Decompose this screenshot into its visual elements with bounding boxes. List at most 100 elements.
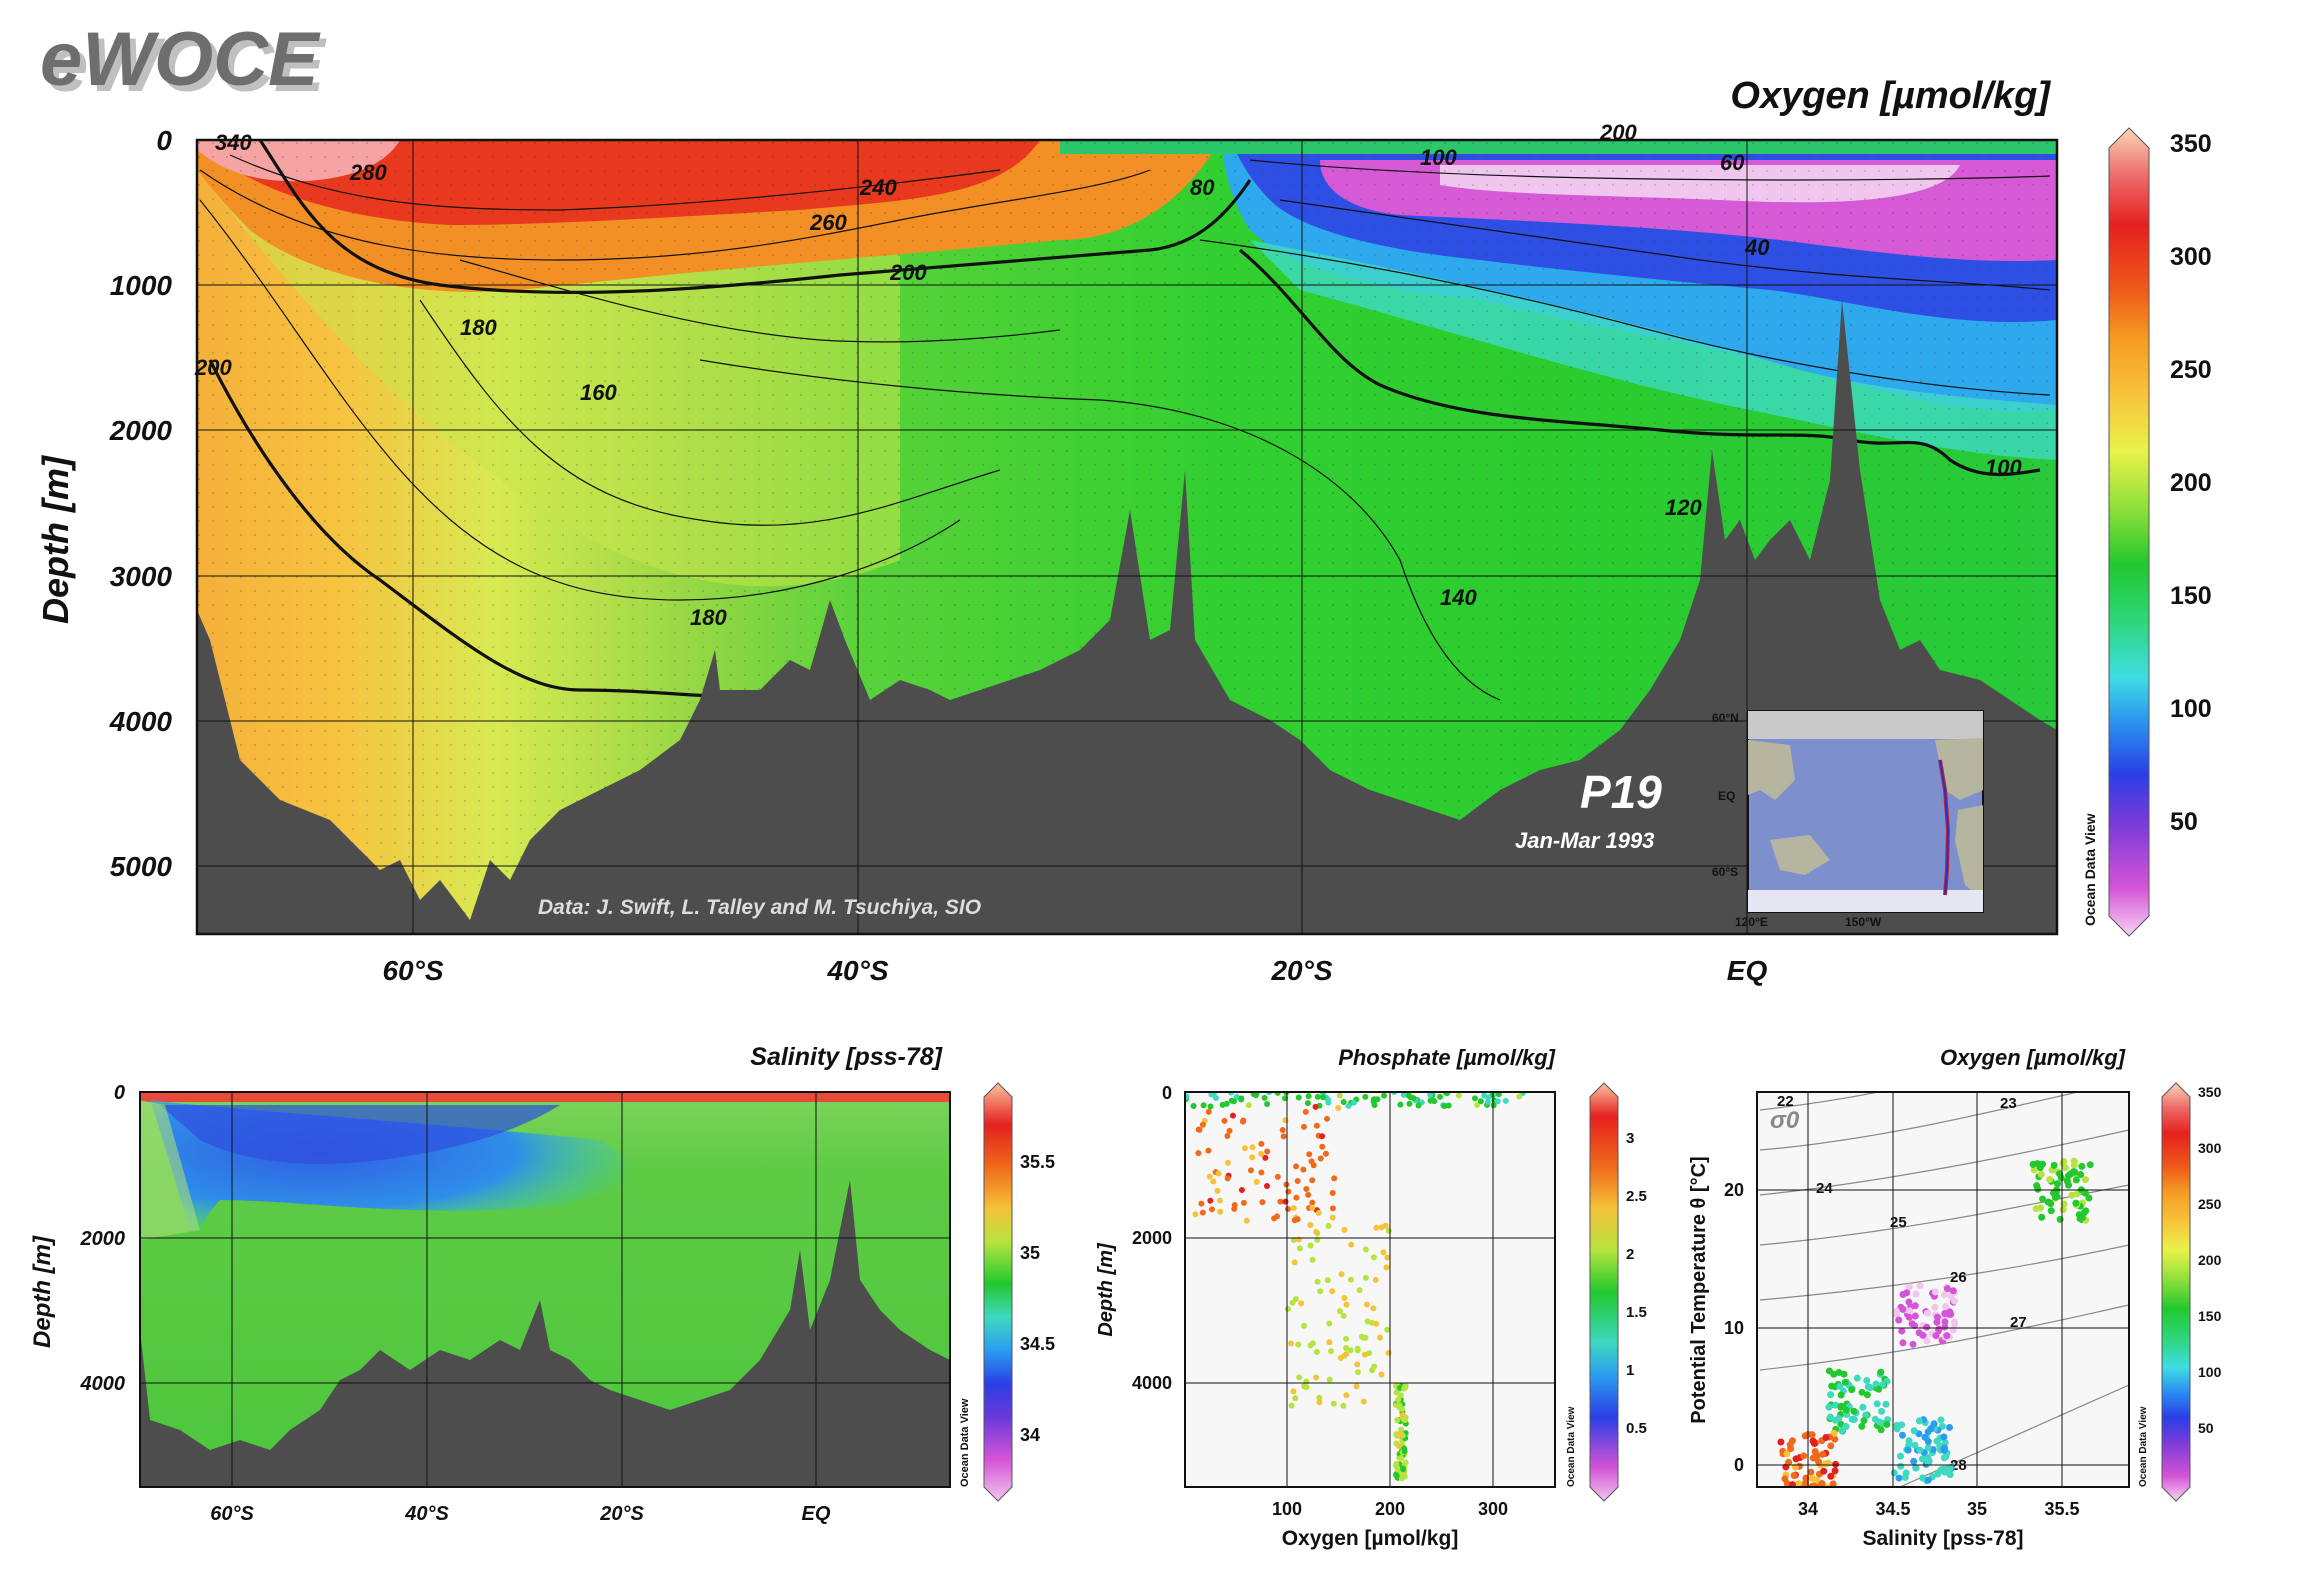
phosphate-point <box>1397 1101 1404 1108</box>
phosphate-point <box>1320 1094 1327 1101</box>
phosphate-point <box>1284 1305 1291 1312</box>
phosphate-point <box>1356 1287 1363 1294</box>
phosphate-point <box>1262 1154 1269 1161</box>
ts-point <box>2046 1175 2054 1183</box>
ts-point <box>2039 1195 2047 1203</box>
ts-point <box>1801 1432 1809 1440</box>
phosphate-point <box>1185 1093 1190 1100</box>
ts-x-axis-label: Salinity [pss-78] <box>1862 1527 2023 1550</box>
colorbar-tick-label: 2 <box>1626 1246 1634 1263</box>
colorbar-tick-label: 0.5 <box>1626 1420 1647 1437</box>
phosphate-point <box>1228 1097 1235 1104</box>
phosphate-point <box>1240 1199 1247 1206</box>
phosphate-point <box>1319 1133 1326 1140</box>
ts-point <box>1788 1481 1796 1487</box>
ts-point <box>1807 1468 1815 1476</box>
x-tick-label: 20°S <box>1270 955 1332 986</box>
svg-text:27: 27 <box>2010 1314 2027 1331</box>
phosphate-point <box>1216 1197 1223 1204</box>
x-tick-label: 35.5 <box>2044 1499 2079 1519</box>
phosphate-point <box>1231 1201 1238 1208</box>
phosphate-point <box>1280 1133 1287 1140</box>
phosphate-point <box>1324 1115 1331 1122</box>
phosphate-point <box>1309 1177 1316 1184</box>
colorbar-tick-label: 150 <box>2198 1308 2222 1324</box>
ts-title: Oxygen [µmol/kg] <box>1940 1045 2126 1070</box>
ts-point <box>2056 1215 2064 1223</box>
x-tick-label: 300 <box>1478 1499 1508 1519</box>
ts-point <box>1909 1340 1917 1348</box>
phosphate-point <box>1290 1205 1297 1212</box>
phosphate-point <box>1385 1349 1392 1356</box>
ts-scatter-points <box>1777 1157 2094 1495</box>
phosphate-point <box>1343 1344 1350 1351</box>
ts-point <box>1893 1307 1901 1315</box>
ts-point <box>1924 1444 1932 1452</box>
ts-point <box>1837 1402 1845 1410</box>
phosphate-point <box>1329 1205 1336 1212</box>
inset-lon-label: 150°W <box>1845 915 1882 929</box>
ts-point <box>1898 1327 1906 1335</box>
phosphate-point <box>1455 1092 1462 1099</box>
phosphate-point <box>1350 1099 1357 1106</box>
phosphate-point <box>1285 1188 1292 1195</box>
phosphate-point <box>1354 1345 1361 1352</box>
colorbar-tick-label: 350 <box>2198 1084 2222 1100</box>
phosphate-point <box>1325 1099 1332 1106</box>
phosphate-point <box>1336 1092 1343 1099</box>
ts-point <box>1780 1488 1787 1495</box>
ts-colorbar: 350 300 250 200 150 100 50 Ocean Data Vi… <box>2138 1082 2222 1502</box>
phosphate-point <box>1219 1101 1226 1108</box>
ts-point <box>1933 1313 1941 1321</box>
colorbar-tick-label: 300 <box>2170 243 2212 271</box>
main-y-axis-label: Depth [m] <box>35 455 76 624</box>
colorbar-tick-label: 100 <box>2198 1364 2222 1380</box>
ts-point <box>1911 1441 1919 1449</box>
phosphate-point <box>1381 1092 1388 1099</box>
colorbar-tick-label: 1.5 <box>1626 1304 1647 1321</box>
y-tick-label: 2000 <box>1132 1228 1172 1248</box>
phosphate-point <box>1309 1204 1316 1211</box>
phosphate-point <box>1292 1296 1299 1303</box>
ts-point <box>2085 1194 2093 1202</box>
phosphate-point <box>1296 1374 1303 1381</box>
ts-point <box>2033 1182 2041 1190</box>
phosphate-point <box>1354 1361 1361 1368</box>
phosphate-point <box>1347 1347 1354 1354</box>
phosphate-point <box>1495 1092 1502 1098</box>
ts-point <box>1809 1475 1817 1483</box>
phosphate-point <box>1264 1183 1271 1190</box>
phosphate-point <box>1474 1101 1481 1108</box>
phosphate-point <box>1288 1340 1295 1347</box>
phosphate-point <box>1210 1178 1217 1185</box>
phosphate-point <box>1243 1217 1250 1224</box>
contour-label: 160 <box>580 380 617 405</box>
ts-point <box>1915 1417 1923 1425</box>
colorbar-tick-label: 34.5 <box>1020 1334 1055 1354</box>
phosphate-point <box>1294 1177 1301 1184</box>
phosphate-point <box>1308 1158 1315 1165</box>
phosphate-point <box>1258 1169 1265 1176</box>
ts-point <box>2057 1174 2065 1182</box>
phosphate-point <box>1343 1301 1350 1308</box>
phosphate-point <box>1360 1398 1367 1405</box>
phosphate-point <box>1401 1448 1408 1455</box>
phosphate-point <box>1258 1140 1265 1147</box>
ts-point <box>1899 1305 1907 1313</box>
ts-point <box>1890 1469 1898 1477</box>
ts-point <box>2029 1160 2037 1168</box>
phosphate-point <box>1259 1199 1266 1206</box>
colorbar-tick-label: 35.5 <box>1020 1152 1055 1172</box>
phosphate-point <box>1195 1150 1202 1157</box>
phosphate-point <box>1295 1236 1302 1243</box>
x-tick-label: 20°S <box>599 1503 644 1525</box>
phosphate-point <box>1317 1288 1324 1295</box>
x-tick-label: EQ <box>1727 955 1768 986</box>
phosphate-point <box>1208 1092 1215 1098</box>
main-frame <box>195 138 2059 936</box>
phosphate-point <box>1291 1259 1298 1266</box>
ts-point <box>1937 1416 1945 1424</box>
phosphate-point <box>1331 1175 1338 1182</box>
phosphate-point <box>1292 1395 1299 1402</box>
